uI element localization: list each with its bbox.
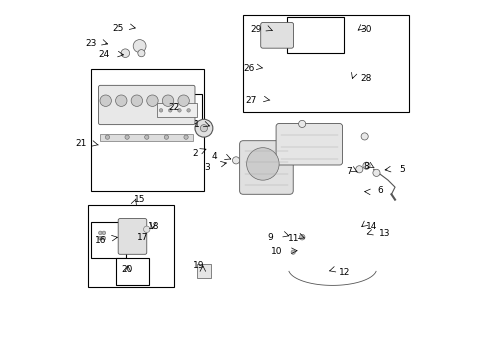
Circle shape: [187, 109, 191, 112]
Text: 23: 23: [85, 39, 97, 48]
Bar: [88, 205, 173, 287]
Text: 24: 24: [98, 50, 110, 59]
Text: 12: 12: [340, 268, 351, 277]
Circle shape: [246, 148, 279, 180]
Circle shape: [105, 135, 110, 139]
Circle shape: [373, 169, 380, 176]
Circle shape: [298, 120, 306, 127]
Circle shape: [116, 95, 127, 107]
Circle shape: [102, 231, 106, 235]
Bar: [92, 68, 204, 191]
Text: 27: 27: [246, 96, 257, 105]
Text: 16: 16: [95, 235, 106, 244]
Circle shape: [184, 135, 188, 139]
Circle shape: [121, 49, 130, 58]
Circle shape: [232, 157, 240, 164]
Circle shape: [145, 135, 149, 139]
Text: 20: 20: [122, 265, 133, 274]
Circle shape: [195, 119, 213, 137]
Circle shape: [356, 166, 363, 173]
Circle shape: [133, 40, 146, 53]
Circle shape: [98, 237, 102, 240]
Text: 25: 25: [113, 24, 124, 33]
Circle shape: [361, 133, 368, 140]
FancyBboxPatch shape: [261, 22, 294, 48]
Text: 3: 3: [205, 163, 210, 172]
Text: 2: 2: [192, 149, 198, 158]
Circle shape: [138, 50, 145, 57]
FancyBboxPatch shape: [118, 219, 147, 254]
Circle shape: [164, 135, 169, 139]
Text: 13: 13: [379, 229, 390, 238]
Bar: [154, 94, 202, 123]
Bar: [100, 134, 193, 141]
Circle shape: [159, 109, 163, 112]
Circle shape: [102, 237, 106, 240]
Circle shape: [178, 109, 181, 112]
Text: 8: 8: [364, 162, 369, 171]
Circle shape: [100, 95, 111, 107]
Text: 14: 14: [366, 222, 377, 231]
Circle shape: [144, 226, 150, 233]
Circle shape: [169, 109, 172, 112]
Text: 18: 18: [148, 222, 160, 231]
FancyBboxPatch shape: [240, 141, 293, 194]
Circle shape: [147, 95, 158, 107]
Text: 15: 15: [134, 195, 146, 204]
Text: 19: 19: [193, 261, 204, 270]
FancyBboxPatch shape: [276, 123, 343, 165]
FancyBboxPatch shape: [98, 85, 195, 125]
Text: 17: 17: [137, 233, 149, 242]
Text: 7: 7: [346, 167, 351, 176]
Circle shape: [162, 95, 174, 107]
Bar: [91, 222, 126, 258]
Text: 21: 21: [75, 139, 86, 148]
Text: 10: 10: [271, 247, 283, 256]
Bar: [243, 15, 409, 112]
Text: 4: 4: [212, 152, 218, 161]
Text: 5: 5: [399, 165, 405, 174]
Bar: [197, 264, 211, 278]
Text: 9: 9: [267, 233, 273, 242]
Circle shape: [131, 95, 143, 107]
Text: 30: 30: [361, 25, 372, 34]
Text: 29: 29: [250, 25, 261, 34]
Circle shape: [200, 125, 207, 132]
Text: 1: 1: [194, 120, 199, 129]
Circle shape: [98, 231, 102, 235]
Circle shape: [291, 250, 295, 254]
Text: 6: 6: [378, 186, 384, 195]
Text: 11: 11: [288, 234, 299, 243]
Bar: [287, 18, 344, 53]
Bar: [117, 258, 148, 285]
Circle shape: [363, 162, 370, 169]
Text: 22: 22: [168, 103, 179, 112]
Text: 26: 26: [243, 64, 254, 73]
Text: 28: 28: [361, 74, 372, 83]
Circle shape: [299, 234, 305, 240]
Circle shape: [178, 95, 189, 107]
Circle shape: [125, 135, 129, 139]
Bar: [157, 103, 197, 117]
